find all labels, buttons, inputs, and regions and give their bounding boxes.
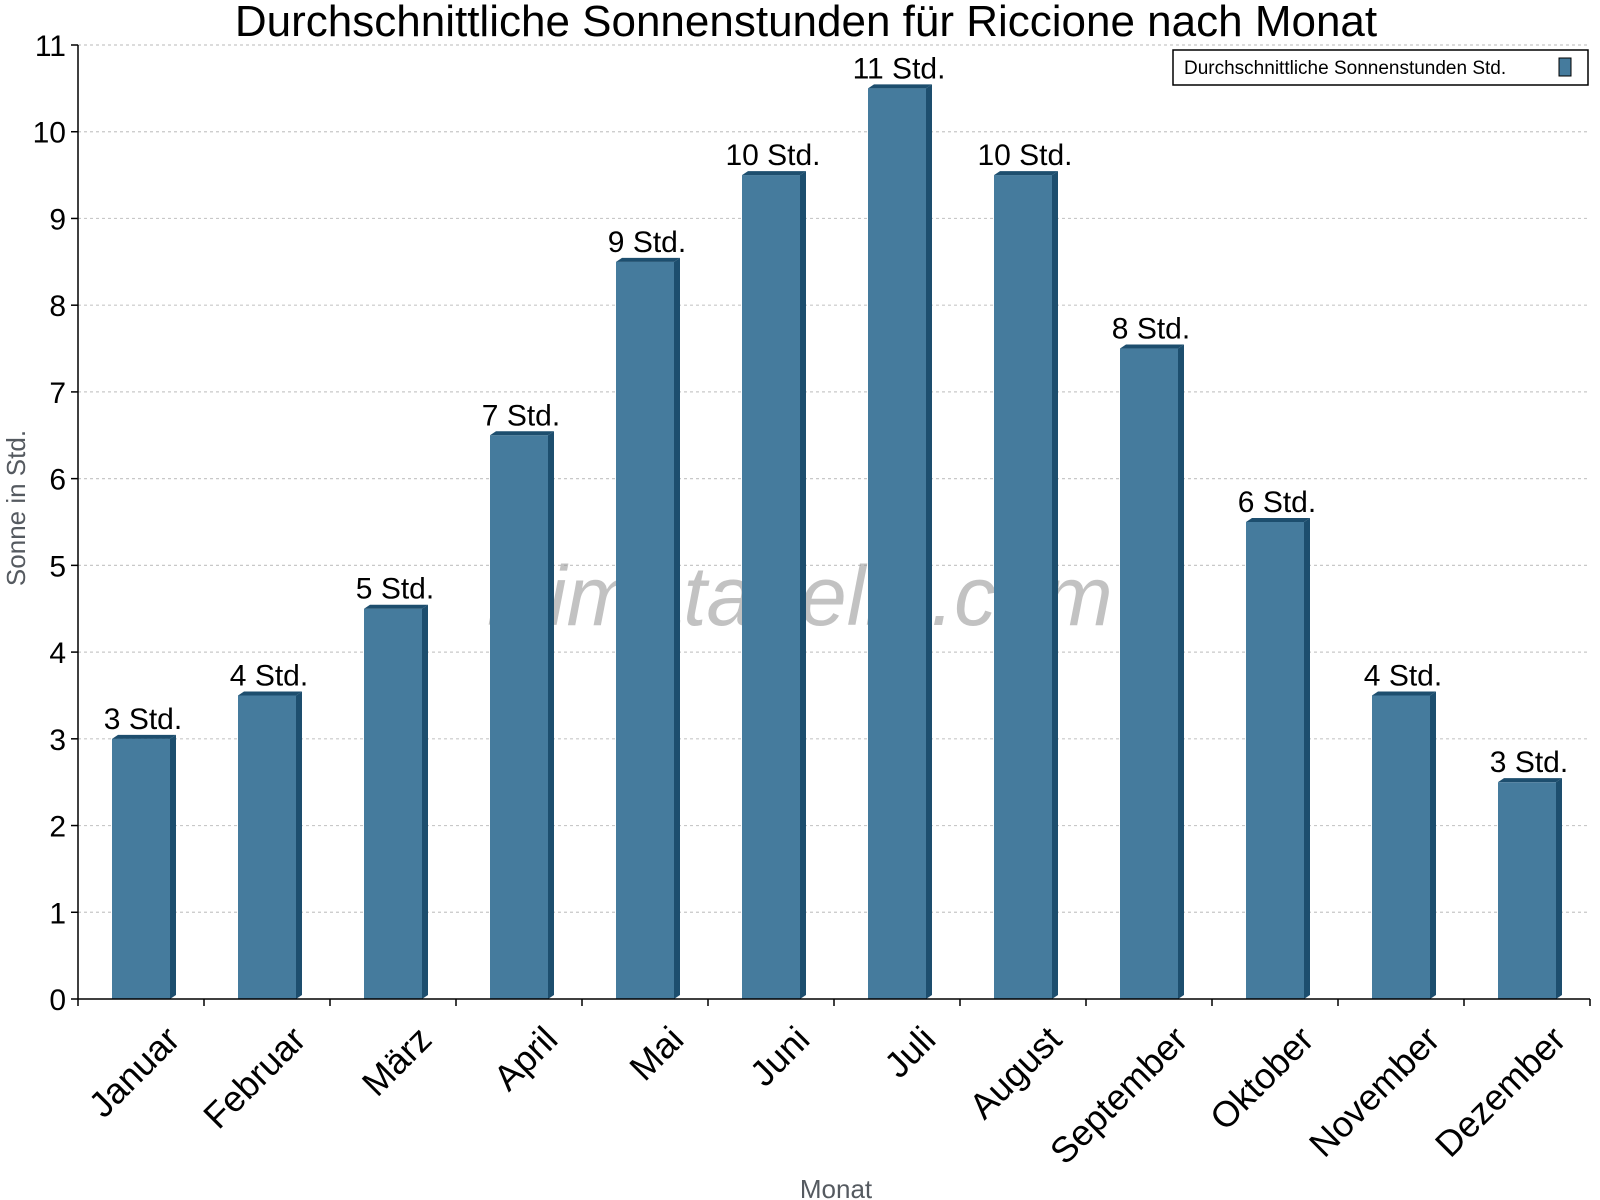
bar-group: 3 Std. [1490, 746, 1568, 999]
bar-group: 4 Std. [230, 659, 308, 999]
bar-top [868, 84, 932, 89]
bar-value-label: 10 Std. [977, 139, 1072, 172]
bar-top [1120, 344, 1184, 349]
bar-top [1246, 518, 1310, 522]
y-tick-label: 8 [49, 290, 66, 323]
bar [616, 261, 674, 999]
bar-group: 8 Std. [1112, 313, 1190, 1000]
bar-side [1052, 171, 1058, 999]
bar [742, 175, 800, 999]
bar-value-label: 3 Std. [1490, 746, 1568, 779]
bar-value-label: 7 Std. [482, 399, 560, 432]
bar-top [742, 171, 806, 176]
bar-top [112, 734, 176, 739]
bar [364, 608, 422, 999]
bar-group: 10 Std. [977, 139, 1073, 999]
y-tick-label: 0 [49, 984, 66, 1017]
x-tick-label: Januar [81, 1018, 188, 1125]
legend-box [1172, 49, 1589, 86]
y-tick-label: 3 [49, 724, 66, 757]
legend-swatch [1558, 57, 1572, 77]
bar [238, 695, 296, 999]
x-tick-label: November [1301, 1018, 1447, 1164]
bar-top [238, 691, 302, 696]
bar [1120, 348, 1178, 1000]
bar [868, 88, 926, 999]
bar-value-label: 6 Std. [1238, 486, 1316, 519]
x-tick-label: Juni [742, 1018, 818, 1094]
bar [112, 738, 170, 999]
bar-group: 4 Std. [1364, 659, 1442, 999]
y-tick-label: 2 [49, 811, 66, 844]
y-tick-label: 5 [49, 550, 66, 583]
x-axis-label: Monat [800, 1174, 873, 1200]
x-tick-label: Mai [621, 1018, 691, 1088]
bar-side [548, 431, 554, 1000]
bar-side [926, 84, 932, 999]
x-tick-label: Dezember [1427, 1018, 1573, 1164]
bar [1246, 522, 1304, 999]
gridlines [78, 44, 1590, 913]
bar-value-label: 4 Std. [230, 659, 308, 692]
bar-value-label: 4 Std. [1364, 659, 1442, 692]
x-tick-label: September [1042, 1018, 1196, 1172]
bar [1498, 782, 1556, 999]
x-tick-label: Oktober [1202, 1018, 1322, 1138]
bar-top [490, 431, 554, 436]
bar-side [674, 257, 680, 999]
x-axis-ticks: Januar Februar März April Mai Juni Juli AugustS… [77, 999, 1591, 1172]
y-tick-label: 7 [49, 377, 66, 410]
axes [77, 45, 1590, 1000]
x-tick-label: Juli [876, 1018, 943, 1085]
legend-entry: Durchschnittliche Sonnenstunden Std. [1184, 58, 1506, 79]
x-tick-label: April [485, 1018, 565, 1098]
bar-side [1304, 518, 1310, 999]
y-tick-label: 11 [35, 30, 66, 63]
y-tick-label: 9 [49, 203, 66, 236]
bar-group: 7 Std. [482, 399, 560, 1000]
bar-top [616, 257, 680, 262]
y-tick-label: 4 [49, 637, 66, 670]
y-tick-label: 10 [33, 117, 66, 150]
bar-value-label: 3 Std. [104, 703, 182, 736]
x-tick-label: August [961, 1018, 1069, 1126]
bar-side [1178, 344, 1184, 1000]
bar-group: 9 Std. [608, 226, 686, 999]
bar [994, 175, 1052, 999]
bar-group: 3 Std. [104, 703, 182, 999]
y-tick-label: 1 [49, 897, 66, 930]
bar-value-label: 8 Std. [1112, 313, 1190, 346]
bar-side [1430, 691, 1436, 999]
y-axis-ticks: 0 1 2 3 4 5 6 7 8 9 10 11 [33, 30, 78, 1017]
bar-top [364, 604, 428, 609]
bar-side [170, 734, 176, 999]
x-tick-label: März [354, 1018, 440, 1104]
bar-top [1498, 778, 1562, 783]
bar-group: 5 Std. [356, 573, 434, 999]
bar-top [994, 171, 1058, 176]
bar-side [800, 171, 806, 999]
bar-side [422, 604, 428, 999]
x-tick-label: Februar [195, 1018, 313, 1136]
bar-value-label: 9 Std. [608, 226, 686, 259]
bar-value-label: 5 Std. [356, 573, 434, 606]
y-tick-label: 6 [49, 464, 66, 497]
bar [490, 435, 548, 1000]
bar-group: 6 Std. [1238, 486, 1316, 999]
bar-top [1372, 691, 1436, 696]
bar-group: 11 Std. [853, 52, 946, 999]
bar-group: 10 Std. [725, 139, 821, 999]
bar-value-label: 10 Std. [725, 139, 820, 172]
bar-side [296, 691, 302, 999]
y-axis-label: Sonne in Std. [1, 430, 31, 586]
bars: 3 Std. 4 Std. 5 Std. 7 Std. 9 Std. 10 Std. 11 … [104, 52, 1568, 1000]
chart-title: Durchschnittliche Sonnenstunden für Ricc… [235, 0, 1377, 46]
bar-side [1556, 778, 1562, 999]
bar [1372, 695, 1430, 999]
bar-value-label: 11 Std. [853, 52, 946, 85]
legend: Durchschnittliche Sonnenstunden Std. [1172, 49, 1589, 86]
